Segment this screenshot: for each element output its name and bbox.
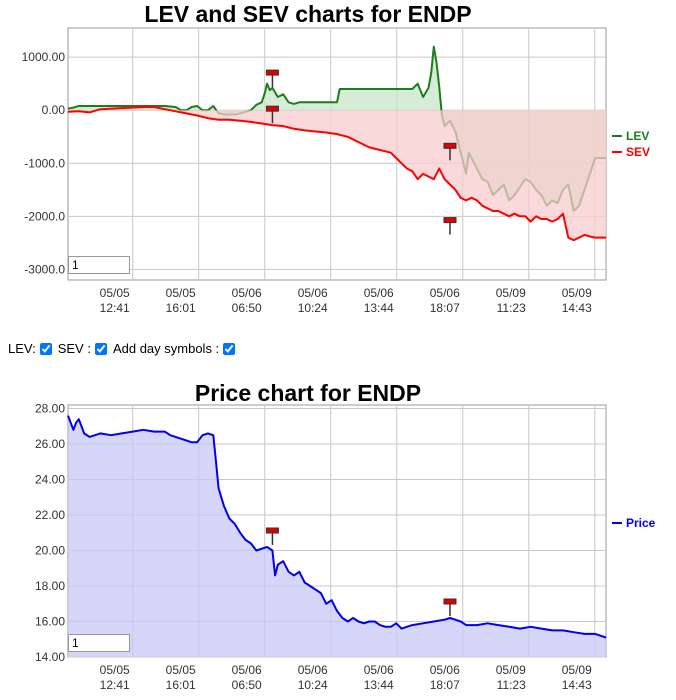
price-x-tick-time: 16:01 <box>166 678 196 692</box>
lev-x-tick-time: 13:44 <box>364 301 394 315</box>
price-price-area <box>68 415 606 657</box>
lev-legend-label: SEV <box>626 145 650 159</box>
lev-y-tick-label: -3000.0 <box>24 262 65 276</box>
price-x-tick-date: 05/06 <box>232 663 262 677</box>
lev-day-marker-flag <box>265 105 279 112</box>
lev-x-tick-time: 14:43 <box>562 301 592 315</box>
sev-toggle-label: SEV : <box>57 341 91 356</box>
lev-x-tick-date: 05/05 <box>100 286 130 300</box>
lev-x-tick-date: 05/06 <box>298 286 328 300</box>
lev-day-marker-flag <box>265 69 279 76</box>
lev-x-tick-date: 05/06 <box>364 286 394 300</box>
chart-controls: LEV: SEV : Add day symbols : <box>8 341 239 356</box>
price-x-tick-time: 12:41 <box>100 678 130 692</box>
price-x-tick-time: 06:50 <box>232 678 262 692</box>
price-x-tick-date: 05/06 <box>430 663 460 677</box>
price-day-marker-flag <box>443 598 457 605</box>
price-y-tick-label: 16.00 <box>35 615 65 629</box>
price-x-tick-time: 18:07 <box>430 678 460 692</box>
price-x-tick-time: 14:43 <box>562 678 592 692</box>
price-y-tick-label: 18.00 <box>35 579 65 593</box>
price-x-tick-time: 10:24 <box>298 678 328 692</box>
lev-day-marker-flag <box>443 142 457 149</box>
lev-x-tick-date: 05/06 <box>430 286 460 300</box>
price-x-tick-date: 05/05 <box>100 663 130 677</box>
lev-y-tick-label: 0.00 <box>42 103 66 117</box>
price-zoom-input[interactable] <box>68 634 130 652</box>
lev-legend-label: LEV <box>626 129 649 143</box>
lev-y-tick-label: -1000.0 <box>24 156 65 170</box>
price-legend-label: Price <box>626 516 656 530</box>
price-plot-area <box>67 404 607 658</box>
lev-x-tick-time: 16:01 <box>166 301 196 315</box>
price-x-tick-date: 05/06 <box>298 663 328 677</box>
price-x-tick-date: 05/09 <box>496 663 526 677</box>
lev-x-tick-time: 11:23 <box>497 301 526 315</box>
price-x-tick-date: 05/05 <box>166 663 196 677</box>
lev-x-tick-time: 06:50 <box>232 301 262 315</box>
price-y-tick-label: 26.00 <box>35 437 65 451</box>
price-y-tick-label: 14.00 <box>35 650 65 664</box>
lev-sev-line <box>67 106 606 242</box>
price-chart-title: Price chart for ENDP <box>194 380 422 406</box>
lev-x-tick-date: 05/05 <box>166 286 196 300</box>
price-x-tick-date: 05/09 <box>562 663 592 677</box>
price-x-tick-date: 05/06 <box>364 663 394 677</box>
day-symbols-toggle-checkbox[interactable] <box>223 342 236 355</box>
lev-x-tick-time: 18:07 <box>430 301 460 315</box>
lev-toggle-checkbox[interactable] <box>39 342 52 355</box>
lev-toggle-label: LEV: <box>8 341 36 356</box>
lev-x-tick-time: 12:41 <box>100 301 130 315</box>
price-y-tick-label: 20.00 <box>35 544 65 558</box>
day-symbols-toggle-label: Add day symbols : <box>112 341 220 356</box>
lev-x-tick-date: 05/09 <box>562 286 592 300</box>
price-y-tick-label: 22.00 <box>35 508 65 522</box>
price-x-tick-time: 11:23 <box>497 678 526 692</box>
lev-x-tick-date: 05/09 <box>496 286 526 300</box>
price-day-marker-flag <box>265 527 279 534</box>
lev-day-marker-flag <box>443 217 457 224</box>
sev-toggle-checkbox[interactable] <box>94 342 107 355</box>
price-price-line <box>67 415 607 639</box>
lev-sev-area <box>68 107 606 241</box>
lev-sev-chart: 1000.000.00-1000.0-2000.0-3000.005/0512:… <box>22 27 650 315</box>
lev-y-tick-label: -2000.0 <box>24 209 65 223</box>
lev-sev-chart-title: LEV and SEV charts for ENDP <box>144 1 472 27</box>
lev-y-tick-label: 1000.00 <box>22 50 66 64</box>
lev-x-tick-time: 10:24 <box>298 301 328 315</box>
price-y-tick-label: 24.00 <box>35 473 65 487</box>
price-x-tick-time: 13:44 <box>364 678 394 692</box>
lev-sev-zoom-input[interactable] <box>68 256 130 274</box>
lev-x-tick-date: 05/06 <box>232 286 262 300</box>
